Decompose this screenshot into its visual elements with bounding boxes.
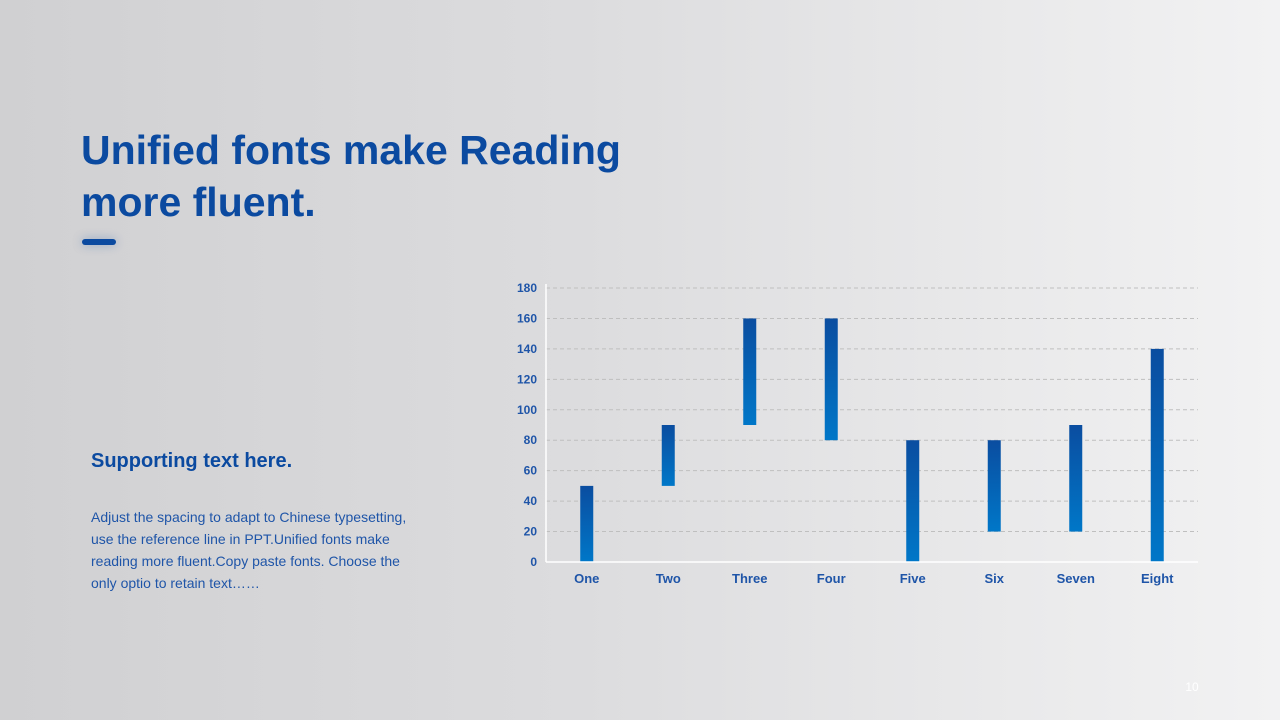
x-tick-labels: One Two Three Four Five Six Seven Eight bbox=[574, 571, 1174, 586]
x-tick-label: Five bbox=[900, 571, 926, 586]
x-tick-label: Three bbox=[732, 571, 767, 586]
page-number: 10 bbox=[1185, 680, 1199, 694]
y-tick-label: 120 bbox=[517, 372, 537, 386]
x-tick-label: Seven bbox=[1057, 571, 1095, 586]
range-bar-chart: 0 20 40 60 80 100 120 140 160 180 One Two Three Four… bbox=[517, 281, 1198, 586]
bar-four bbox=[824, 318, 838, 441]
x-tick-label: Four bbox=[817, 571, 846, 586]
y-tick-label: 160 bbox=[517, 311, 537, 325]
axes bbox=[545, 284, 1198, 563]
bar-eight bbox=[1150, 348, 1164, 562]
y-tick-label: 40 bbox=[524, 494, 538, 508]
x-tick-label: Eight bbox=[1141, 571, 1174, 586]
bars bbox=[580, 318, 1164, 562]
slide-title: Unified fonts make Reading more fluent. bbox=[81, 127, 621, 225]
supporting-heading: Supporting text here. bbox=[91, 450, 293, 472]
title-underline-accent bbox=[82, 239, 116, 245]
bar-seven bbox=[1069, 425, 1083, 532]
x-tick-label: Two bbox=[656, 571, 681, 586]
y-tick-labels: 0 20 40 60 80 100 120 140 160 180 bbox=[517, 281, 537, 569]
x-tick-label: Six bbox=[984, 571, 1004, 586]
y-tick-label: 100 bbox=[517, 403, 537, 417]
bar-six bbox=[987, 440, 1001, 532]
bar-five bbox=[906, 440, 920, 562]
y-tick-label: 20 bbox=[524, 525, 538, 539]
gridlines bbox=[546, 287, 1198, 533]
y-tick-label: 140 bbox=[517, 342, 537, 356]
y-tick-label: 80 bbox=[524, 433, 538, 447]
supporting-body-text: Adjust the spacing to adapt to Chinese t… bbox=[91, 509, 407, 591]
x-tick-label: One bbox=[574, 571, 599, 586]
bar-two bbox=[661, 425, 675, 486]
y-tick-label: 0 bbox=[530, 555, 537, 569]
y-tick-label: 60 bbox=[524, 464, 538, 478]
bar-three bbox=[743, 318, 757, 425]
bar-one bbox=[580, 485, 594, 562]
y-tick-label: 180 bbox=[517, 281, 537, 295]
